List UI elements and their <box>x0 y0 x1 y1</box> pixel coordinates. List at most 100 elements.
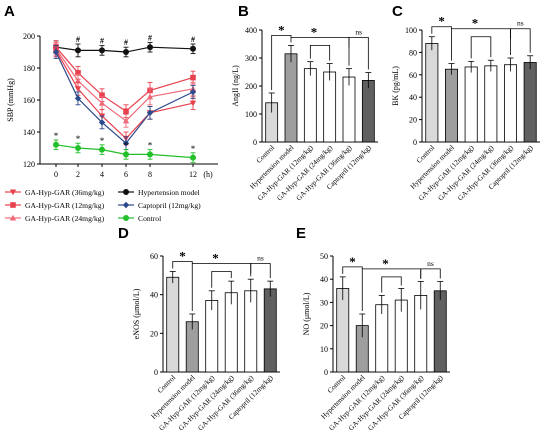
data-point <box>146 93 154 100</box>
series-line <box>55 46 194 53</box>
legend-label: GA-Hyp-GAR (12mg/kg) <box>25 201 105 210</box>
y-tick-label: 300 <box>245 54 257 63</box>
y-tick-label: 20 <box>409 116 417 125</box>
significance-bracket <box>362 268 422 279</box>
y-tick-label: 60 <box>150 252 158 261</box>
data-point <box>75 47 81 54</box>
data-point <box>122 117 130 124</box>
data-point <box>123 151 129 158</box>
bar <box>244 290 258 373</box>
star-marker: * <box>54 131 59 141</box>
significance-ns: ns <box>355 27 362 36</box>
bar <box>523 62 537 143</box>
significance-bracket <box>342 266 363 311</box>
y-tick-label: 0 <box>154 368 158 377</box>
legend-item: Captopril (12mg/kg) <box>118 201 201 210</box>
bar <box>433 290 447 373</box>
significance-bracket <box>250 263 271 279</box>
panel-label-b: B <box>238 3 249 20</box>
hash-marker: # <box>191 35 195 44</box>
star-marker: * <box>148 141 153 151</box>
y-tick-label: 20 <box>320 322 328 331</box>
significance-star: * <box>212 250 219 265</box>
data-point <box>147 44 153 51</box>
bar <box>263 288 277 373</box>
star-marker: * <box>100 136 105 146</box>
y-tick-label: 0 <box>324 368 328 377</box>
y-tick-label: 40 <box>320 275 328 284</box>
series-line <box>55 50 194 140</box>
y-tick-label: 200 <box>245 82 257 91</box>
bar <box>484 65 498 143</box>
y-tick-label: 100 <box>405 26 417 35</box>
data-point <box>75 145 81 151</box>
bar <box>303 68 317 143</box>
legend-label: Control <box>138 214 161 223</box>
significance-ns: ns <box>427 259 434 268</box>
legend-label: Captopril (12mg/kg) <box>138 201 201 210</box>
y-tick-label: 80 <box>409 48 417 57</box>
legend-marker <box>123 189 129 195</box>
y-tick-label: 10 <box>320 345 328 354</box>
significance-bracket <box>381 276 402 293</box>
y-tick-label: 60 <box>409 71 417 80</box>
significance-star: * <box>179 248 186 263</box>
series-line <box>55 48 194 122</box>
significance-ns: ns <box>257 253 264 262</box>
panel-a-line-chart: A 120 140 160 180 200 0 2 4 6 8 12 (h) SBP (mmHg) # # #… <box>4 3 218 223</box>
hash-marker: # <box>76 35 80 44</box>
star-marker: * <box>124 141 129 151</box>
x-tick-label: 12 <box>189 170 197 179</box>
bar <box>284 53 298 143</box>
data-point <box>98 119 106 126</box>
legend-label: Hypertension model <box>138 188 200 197</box>
hash-marker: # <box>100 37 104 46</box>
data-point <box>189 88 197 96</box>
data-point <box>189 100 197 107</box>
bar <box>336 288 350 373</box>
significance-bracket <box>420 268 441 279</box>
data-point <box>98 100 106 106</box>
x-tick-label: 4 <box>100 170 104 179</box>
data-point <box>52 48 60 56</box>
data-point <box>190 45 196 52</box>
legend-item: GA-Hyp-GAR (36mg/kg) <box>5 188 105 197</box>
panel-label-e: E <box>296 225 306 242</box>
y-tick-label: 40 <box>409 93 417 102</box>
bar <box>464 66 478 143</box>
significance-bracket <box>192 263 252 274</box>
y-axis-label: NO (μmol/L) <box>302 292 311 335</box>
data-point <box>99 146 105 153</box>
data-point <box>123 49 129 55</box>
star-marker: * <box>191 144 196 154</box>
significance-star: * <box>382 256 389 271</box>
series-line <box>55 46 194 112</box>
significance-bracket <box>291 37 350 48</box>
significance-bracket <box>172 261 193 311</box>
y-tick-label: 140 <box>23 128 35 137</box>
hash-marker: # <box>148 33 152 42</box>
bar <box>425 43 439 143</box>
data-point <box>99 47 105 54</box>
legend-marker <box>9 189 17 196</box>
y-tick-label: 200 <box>23 32 35 41</box>
significance-bracket <box>348 37 369 70</box>
significance-bracket <box>470 36 492 59</box>
data-point <box>122 140 130 147</box>
bar <box>361 80 375 143</box>
y-tick-label: 30 <box>320 298 328 307</box>
bar <box>205 300 219 373</box>
y-tick-label: 50 <box>320 252 328 261</box>
significance-star: * <box>438 14 445 29</box>
legend-marker <box>123 215 129 221</box>
legend-label: GA-Hyp-GAR (24mg/kg) <box>25 214 105 223</box>
y-tick-label: 180 <box>23 64 35 73</box>
y-tick-label: 20 <box>150 329 158 338</box>
significance-bracket <box>271 35 292 90</box>
y-axis-label: BK (pg/mL) <box>391 66 400 106</box>
legend-marker <box>9 214 17 221</box>
